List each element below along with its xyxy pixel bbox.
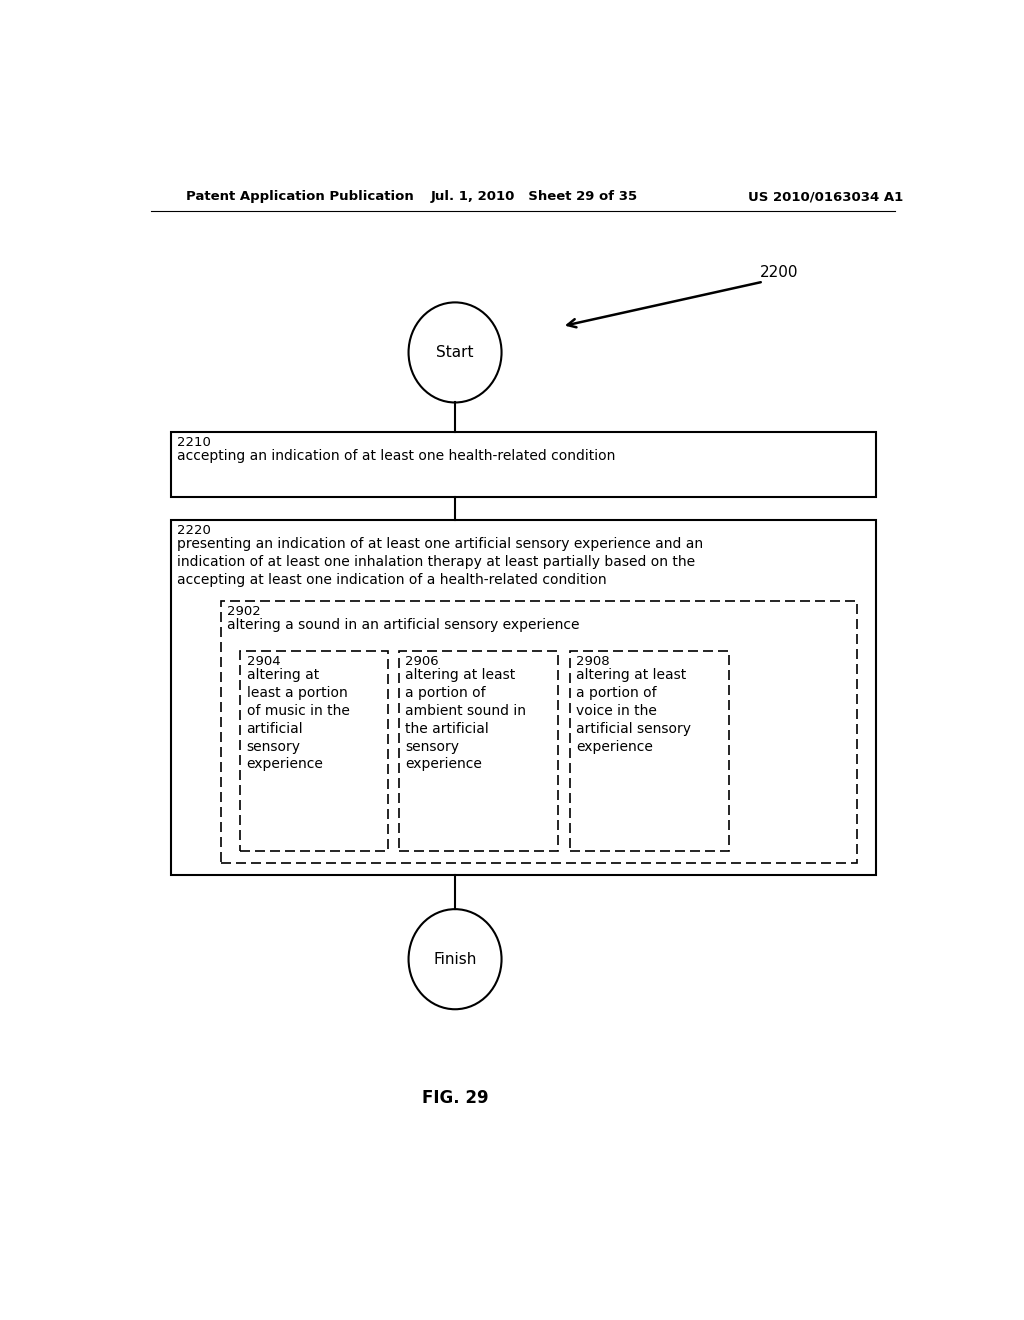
Text: 2220: 2220 [177,524,211,537]
Text: FIG. 29: FIG. 29 [422,1089,488,1106]
Text: 2200: 2200 [760,265,799,280]
Text: 2902: 2902 [227,605,261,618]
Text: Patent Application Publication: Patent Application Publication [186,190,414,203]
Bar [171,432,876,498]
Text: altering at least
a portion of
voice in the
artificial sensory
experience: altering at least a portion of voice in … [575,668,691,754]
Bar [221,601,856,863]
Text: Finish: Finish [433,952,477,966]
Text: Start: Start [436,345,474,360]
Text: altering at
least a portion
of music in the
artificial
sensory
experience: altering at least a portion of music in … [247,668,349,771]
Text: 2904: 2904 [247,655,281,668]
Bar [399,651,558,851]
Text: US 2010/0163034 A1: US 2010/0163034 A1 [748,190,903,203]
Text: altering at least
a portion of
ambient sound in
the artificial
sensory
experienc: altering at least a portion of ambient s… [406,668,526,771]
Text: 2908: 2908 [575,655,609,668]
Text: 2906: 2906 [406,655,439,668]
Text: accepting an indication of at least one health-related condition: accepting an indication of at least one … [177,449,615,463]
Text: altering a sound in an artificial sensory experience: altering a sound in an artificial sensor… [227,618,580,632]
Bar [241,651,388,851]
Text: presenting an indication of at least one artificial sensory experience and an
in: presenting an indication of at least one… [177,537,702,587]
Text: Jul. 1, 2010   Sheet 29 of 35: Jul. 1, 2010 Sheet 29 of 35 [430,190,637,203]
Bar [569,651,729,851]
Text: 2210: 2210 [177,436,211,449]
Bar [171,520,876,875]
